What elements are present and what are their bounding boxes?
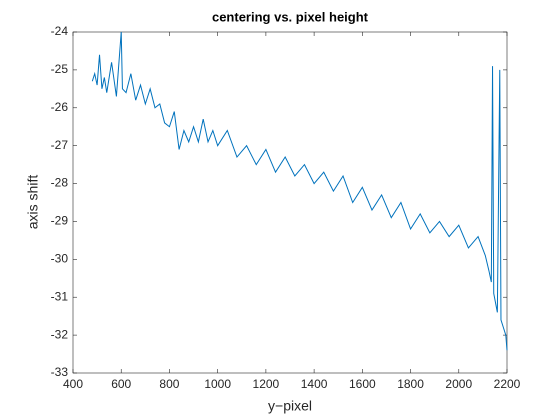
y-tick-label: -26: [51, 100, 69, 114]
x-tick-label: 1200: [253, 377, 280, 391]
x-tick-label: 800: [159, 377, 179, 391]
x-tick-label: 1800: [397, 377, 424, 391]
y-tick-label: -24: [51, 24, 69, 38]
x-tick-label: 1400: [301, 377, 328, 391]
x-axis-label: y−pixel: [268, 398, 312, 414]
x-tick-label: 600: [111, 377, 131, 391]
y-tick-label: -33: [51, 365, 69, 379]
y-axis-label: axis shift: [25, 175, 41, 230]
x-tick-label: 1000: [204, 377, 231, 391]
x-tick-label: 400: [63, 377, 83, 391]
y-tick-label: -27: [51, 138, 69, 152]
x-tick-label: 1600: [349, 377, 376, 391]
y-tick-label: -32: [51, 327, 69, 341]
y-tick-label: -28: [51, 176, 69, 190]
y-tick-label: -31: [51, 289, 69, 303]
data-line: [91, 31, 508, 351]
y-tick-label: -29: [51, 214, 69, 228]
y-tick-label: -30: [51, 252, 69, 266]
x-tick-label: 2000: [445, 377, 472, 391]
y-tick-label: -25: [51, 62, 69, 76]
chart-title: centering vs. pixel height: [212, 9, 369, 24]
plot-box: [72, 31, 508, 374]
x-tick-label: 2200: [494, 377, 521, 391]
